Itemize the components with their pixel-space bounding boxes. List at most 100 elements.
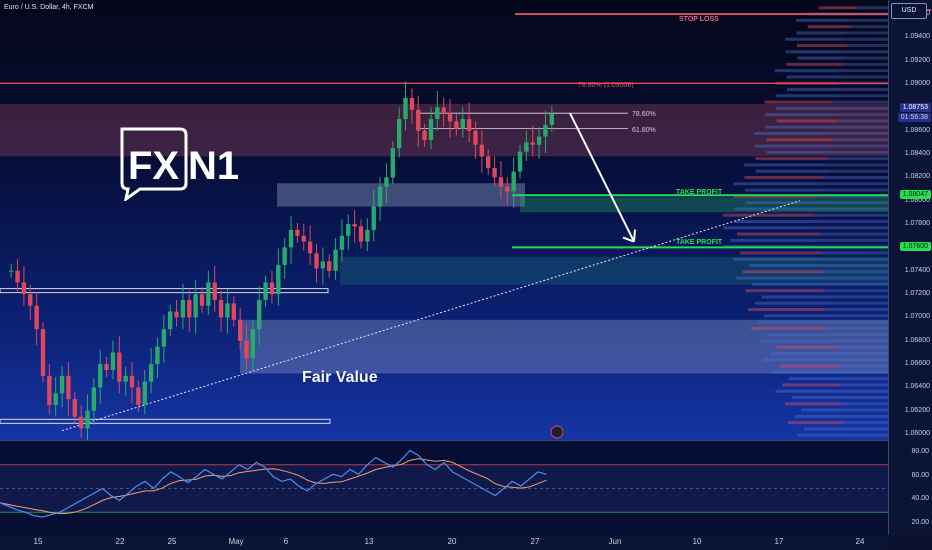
candle-body: [307, 241, 313, 254]
time-tick: 24: [855, 537, 865, 546]
volume-profile-bar: [736, 232, 821, 236]
volume-profile-bar: [833, 138, 888, 142]
candle-body: [454, 121, 459, 129]
volume-profile-bar: [848, 408, 888, 412]
time-axis[interactable]: 15 22 25 May 6 13 20 27 Jun 10 17 24: [0, 535, 888, 550]
candle-body: [377, 186, 383, 207]
volume-profile-bar: [757, 320, 830, 324]
volume-profile-bar: [837, 119, 888, 123]
candle-body: [237, 319, 243, 341]
volume-profile-bar: [846, 18, 888, 22]
volume-profile-bar: [748, 308, 826, 311]
volume-profile-bar: [825, 308, 888, 311]
candle-body: [396, 119, 402, 149]
volume-profile-bar: [845, 414, 888, 418]
alert-icon: [550, 425, 564, 439]
volume-profile-bar: [825, 264, 888, 267]
price-tick: 1.09200: [904, 56, 930, 64]
volume-profile-bar: [813, 226, 888, 230]
volume-profile-bar: [837, 389, 888, 393]
volume-profile-bar: [786, 62, 843, 66]
candle-body: [479, 144, 485, 157]
candle-body: [358, 226, 364, 242]
price-tick: 1.09000: [904, 80, 930, 88]
candle-body: [78, 416, 84, 429]
price-axis[interactable]: 1.096001.094001.092001.090001.088001.086…: [888, 0, 932, 535]
symbol-title[interactable]: Euro / U.S. Dollar, 4h, FXCM: [4, 4, 94, 11]
volume-profile-bar: [823, 176, 888, 179]
volume-profile-bar: [744, 188, 824, 192]
volume-profile-bar: [765, 125, 833, 129]
candle-body: [441, 107, 446, 114]
price-tick: 1.08000: [904, 196, 930, 204]
candle-body: [498, 177, 504, 187]
candle-body: [193, 294, 198, 318]
candle-body: [168, 311, 173, 330]
time-tick: 27: [530, 537, 540, 546]
candle-body: [66, 375, 71, 400]
volume-profile-bar: [850, 427, 888, 431]
volume-profile-bar: [821, 251, 888, 255]
candle-body: [447, 113, 453, 122]
volume-profile-bar: [764, 100, 833, 104]
volume-profile-bar: [832, 113, 888, 117]
volume-profile-bar: [755, 157, 829, 161]
volume-profile-bar: [823, 188, 888, 192]
price-tick: 1.09400: [904, 33, 930, 41]
volume-profile-bar: [836, 370, 888, 374]
price-chart-canvas[interactable]: [0, 0, 888, 440]
price-tick: 1.07200: [904, 290, 930, 298]
volume-profile-bar: [837, 94, 888, 98]
volume-profile-bar: [818, 6, 857, 10]
volume-profile-bar: [842, 421, 888, 425]
volume-profile-bar: [822, 270, 888, 274]
volume-profile-bar: [841, 50, 888, 54]
fib-786-top-label: 78.60% (1.09006): [578, 82, 634, 89]
candle-body: [371, 206, 376, 230]
candle-body: [333, 249, 338, 271]
candle-body: [320, 261, 326, 269]
volume-profile-bar: [730, 238, 817, 242]
rsi-canvas[interactable]: [0, 441, 888, 536]
price-tick: 1.08600: [904, 126, 930, 134]
rsi-pane[interactable]: [0, 440, 888, 536]
take-profit-2-tag: 1.07600: [899, 242, 931, 252]
candle-body: [473, 130, 478, 145]
candle-body: [148, 364, 154, 382]
candle-body: [536, 136, 542, 145]
time-tick: Jun: [608, 537, 622, 546]
volume-profile-bar: [752, 282, 827, 286]
price-tick: 1.07000: [904, 313, 930, 321]
volume-profile-bar: [840, 383, 888, 387]
candle-body: [346, 224, 351, 236]
volume-profile-bar: [847, 56, 888, 60]
zone-rect: [277, 183, 525, 207]
candle-body: [314, 253, 319, 269]
volume-profile-bar: [779, 364, 840, 368]
volume-profile-bar: [775, 94, 838, 98]
fxn1-logo: FX N1: [118, 125, 242, 201]
candle-body: [53, 393, 58, 405]
volume-profile-bar: [733, 194, 819, 198]
candle-body: [409, 98, 415, 110]
take-profit-2-label: TAKE PROFIT: [676, 239, 723, 246]
price-tick: 1.07800: [904, 220, 930, 228]
volume-profile-bar: [846, 31, 888, 35]
volume-profile-bar: [818, 207, 888, 211]
candle-body: [110, 352, 116, 370]
price-tick: 1.06600: [904, 360, 930, 368]
volume-profile-bar: [754, 301, 829, 305]
currency-button[interactable]: USD: [891, 3, 927, 19]
volume-profile-bar: [828, 157, 888, 161]
volume-profile-bar: [818, 220, 888, 223]
main-chart-pane[interactable]: FX N1 Euro / U.S. Dollar, 4h, FXCM STOP …: [0, 0, 888, 440]
volume-profile-bar: [847, 433, 888, 437]
volume-profile-bar: [765, 113, 833, 117]
support-box-lower: [0, 418, 331, 424]
volume-profile-bar: [787, 421, 843, 425]
volume-profile-bar: [745, 289, 824, 293]
candle-body: [15, 270, 20, 283]
take-profit-1-label: TAKE PROFIT: [676, 189, 723, 196]
volume-profile-bar: [772, 370, 837, 374]
take-profit-1-tag: 1.08047: [899, 190, 931, 200]
